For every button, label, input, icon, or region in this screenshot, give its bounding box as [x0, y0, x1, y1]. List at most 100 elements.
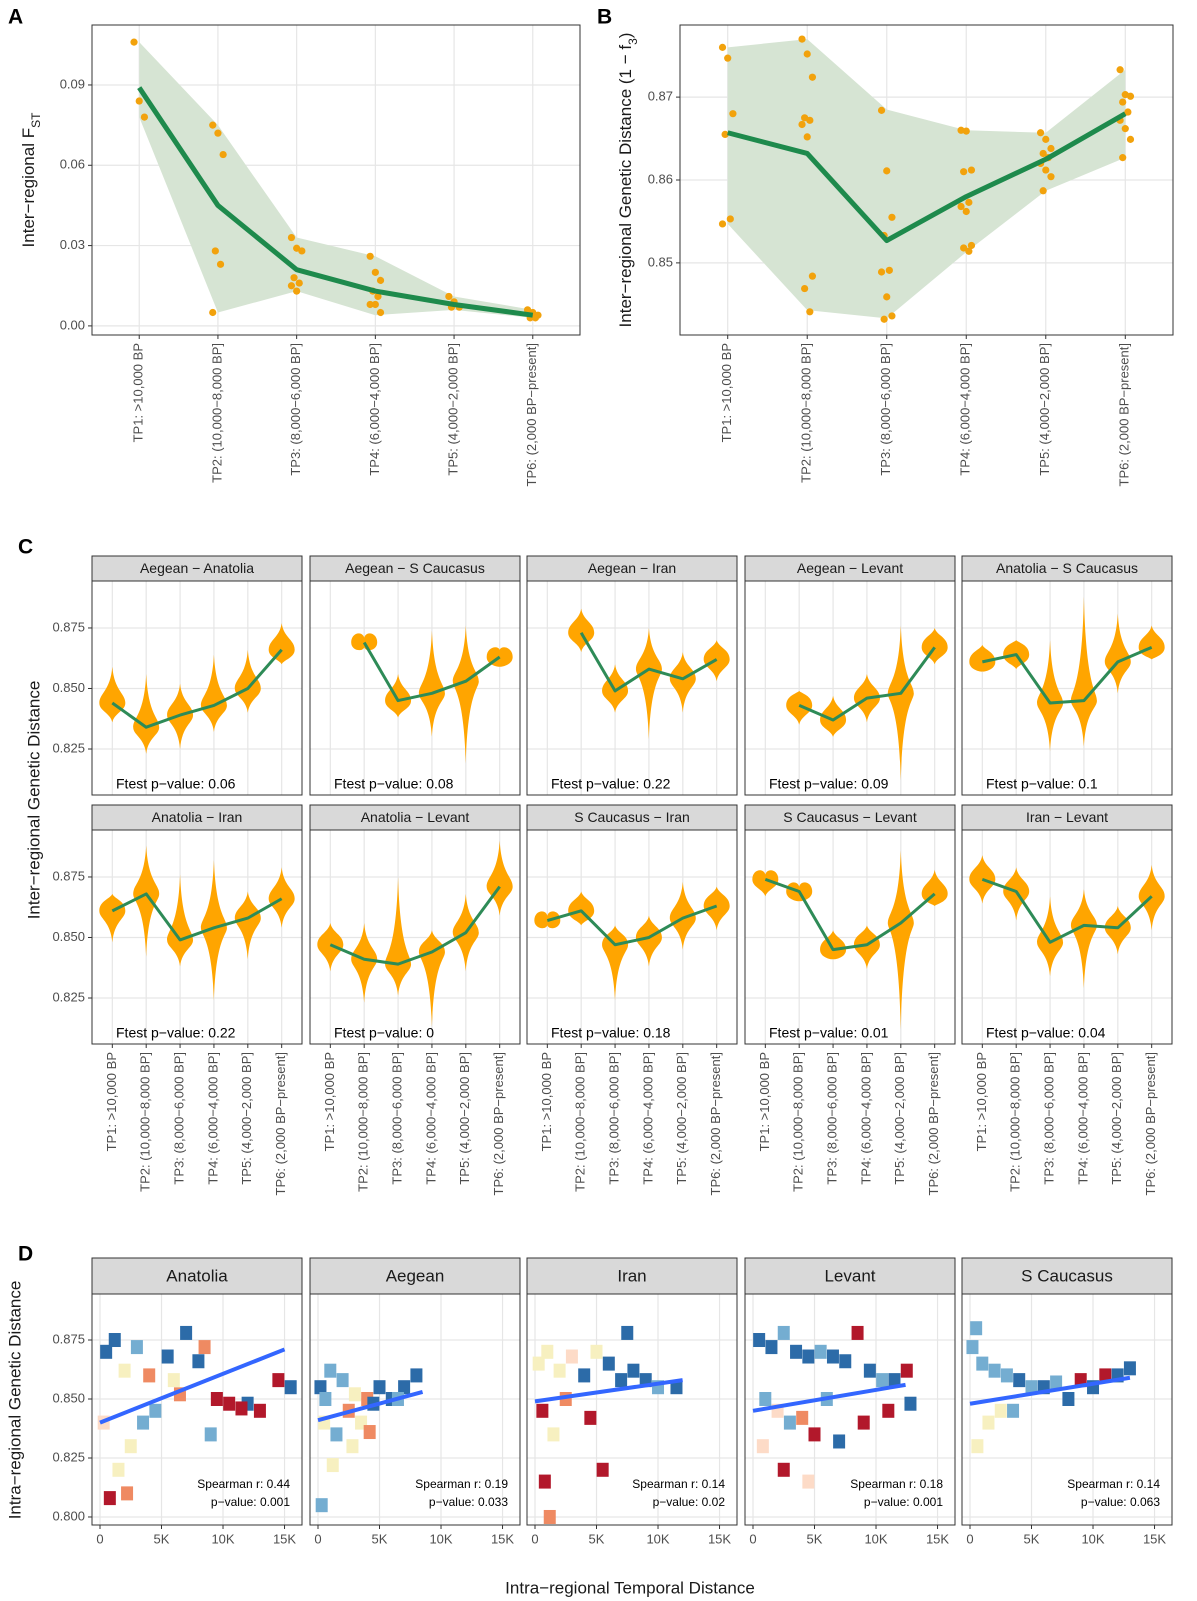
point — [1042, 166, 1050, 174]
point — [140, 113, 149, 121]
panel-border — [744, 580, 956, 796]
point — [223, 1396, 236, 1411]
point — [900, 1363, 913, 1378]
panel-border — [526, 580, 738, 796]
point — [376, 276, 385, 284]
point — [1124, 108, 1132, 116]
y-tick-label: 0.850 — [52, 680, 85, 695]
y-tick-label: 0.00 — [60, 317, 85, 332]
panel-border — [526, 829, 738, 1045]
point — [121, 1486, 134, 1501]
point — [965, 198, 973, 206]
x-tick-label: TP4: (6,000−4,000 BP] — [640, 1052, 655, 1185]
y-tick-label: 0.09 — [60, 76, 85, 91]
x-tick-label: 15K — [708, 1531, 731, 1546]
mean-line — [764, 877, 936, 952]
point — [1047, 173, 1055, 181]
strip — [744, 1257, 956, 1295]
annotation: p−value: 0.033 — [429, 1495, 508, 1509]
x-tick-label: TP6: (2,000 BP−present] — [1143, 1052, 1158, 1195]
panel-border — [91, 829, 303, 1045]
point — [1062, 1392, 1075, 1406]
point — [1039, 187, 1047, 195]
point — [192, 1354, 205, 1369]
strip-title: Aegean − Iran — [588, 560, 676, 576]
mean-line — [362, 641, 501, 703]
point — [882, 1403, 895, 1418]
point — [330, 1427, 343, 1442]
point — [904, 1396, 917, 1411]
y-axis-title-part: Inter−regional F — [19, 128, 38, 248]
x-tick-label: TP1: >10,000 BP — [757, 1052, 772, 1151]
panel-label: D — [18, 1243, 33, 1266]
panel-border — [744, 1293, 956, 1526]
annotation: Ftest p−value: 0.22 — [116, 1025, 236, 1041]
annotation: p−value: 0.001 — [864, 1495, 943, 1509]
point — [802, 1474, 815, 1489]
panel-border — [679, 24, 1174, 336]
point — [376, 308, 385, 317]
point — [590, 1344, 603, 1359]
x-tick-label: 5K — [807, 1531, 823, 1546]
point — [960, 244, 968, 252]
x-tick-label: TP6: (2,000 BP−present] — [1117, 343, 1132, 486]
point — [180, 1325, 193, 1340]
point — [135, 97, 143, 105]
strip-title: Levant — [824, 1266, 875, 1285]
x-tick-label: TP2: (10,000−8,000 BP] — [209, 343, 224, 483]
violin — [969, 644, 996, 672]
point — [970, 1321, 983, 1336]
violin — [635, 915, 662, 967]
x-tick-label: TP2: (10,000−8,000 BP] — [573, 1052, 588, 1192]
x-tick-label: TP2: (10,000−8,000 BP] — [1008, 1052, 1023, 1192]
point — [808, 1427, 821, 1442]
panel-border — [961, 1293, 1173, 1526]
x-tick-label: 5K — [589, 1531, 605, 1546]
point — [967, 166, 976, 174]
panel-border — [91, 1293, 303, 1526]
annotation: Ftest p−value: 0.18 — [551, 1025, 671, 1041]
x-tick-label: 10K — [1081, 1531, 1104, 1546]
x-tick-label: TP3: (8,000−6,000 BP] — [825, 1052, 840, 1185]
point — [1007, 1403, 1020, 1418]
violin — [669, 652, 696, 713]
strip — [309, 555, 521, 582]
point — [319, 1392, 332, 1406]
point — [553, 1363, 566, 1378]
annotation: Ftest p−value: 0.09 — [769, 776, 889, 792]
y-tick-label: 0.87 — [648, 89, 673, 104]
point — [293, 287, 301, 295]
point — [967, 241, 976, 250]
strip — [309, 1257, 521, 1295]
point — [298, 247, 306, 255]
panel-border — [91, 580, 303, 796]
point — [988, 1363, 1001, 1378]
x-tick-label: TP5: (4,000−2,000 BP] — [1037, 343, 1052, 476]
point — [957, 202, 965, 211]
point — [885, 266, 893, 274]
point — [596, 1462, 609, 1477]
point — [724, 54, 732, 62]
violin — [752, 870, 779, 897]
point — [541, 1344, 554, 1359]
y-tick-label: 0.03 — [60, 237, 85, 252]
violin — [820, 695, 847, 737]
mean-line — [137, 86, 534, 318]
point — [966, 1340, 979, 1355]
point — [888, 1373, 901, 1388]
point — [1119, 154, 1127, 162]
point — [374, 292, 382, 301]
panel-border — [309, 1293, 521, 1526]
panel-label: A — [8, 6, 23, 29]
annotation: Ftest p−value: 0.06 — [116, 776, 236, 792]
x-tick-label: 0 — [749, 1531, 756, 1546]
x-tick-label: TP5: (4,000−2,000 BP] — [674, 1052, 689, 1185]
point — [295, 279, 303, 287]
y-tick-label: 0.825 — [52, 989, 85, 1004]
violin — [418, 630, 445, 737]
strip — [526, 804, 738, 831]
mean-line — [111, 892, 283, 942]
point — [130, 1340, 143, 1355]
y-axis-title-part: Inter−regional Genetic Distance (1 − f — [616, 45, 635, 328]
point — [857, 1415, 870, 1430]
